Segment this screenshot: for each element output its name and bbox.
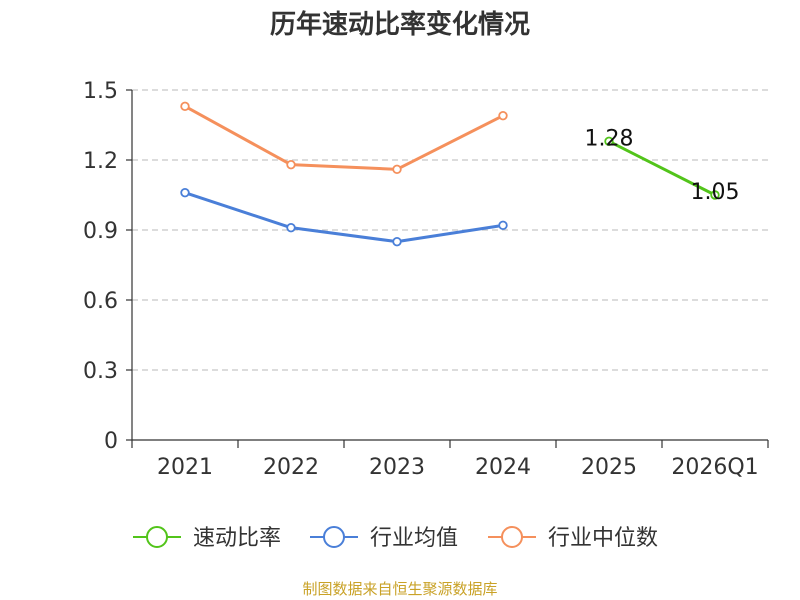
legend-label: 行业均值 [370,526,458,551]
data-point [392,236,402,247]
y-tick-label: 0.3 [83,359,118,384]
series-line-2 [184,105,504,171]
y-tick-label: 0.9 [83,219,118,244]
data-point [498,220,508,231]
x-tick-label: 2025 [581,455,637,480]
x-tick-label: 2024 [475,455,531,480]
data-point [392,164,402,175]
legend-label: 行业中位数 [548,526,658,551]
data-point [180,187,190,198]
data-label: 1.28 [585,126,634,151]
series-line-1 [184,191,504,244]
x-tick-label: 2022 [263,455,319,480]
x-tick-label: 2021 [157,455,213,480]
data-point [286,222,296,233]
data-point [604,136,614,147]
y-tick-label: 0 [104,429,118,454]
series-line-0 [608,139,716,197]
legend-marker [501,526,523,548]
data-label: 1.05 [691,180,740,205]
y-tick-label: 1.5 [83,79,118,104]
source-note: 制图数据来自恒生聚源数据库 [302,580,498,598]
data-point [498,110,508,121]
y-tick-label: 0.6 [83,289,118,314]
legend-marker [146,526,168,548]
legend-marker [323,526,345,548]
data-point [710,190,720,200]
chart-title: 历年速动比率变化情况 [269,10,530,40]
data-point [286,159,296,170]
x-tick-label: 2023 [369,455,425,480]
data-point [180,101,190,112]
legend-label: 速动比率 [193,526,281,551]
x-tick-label: 2026Q1 [671,455,758,480]
y-tick-label: 1.2 [83,149,118,174]
